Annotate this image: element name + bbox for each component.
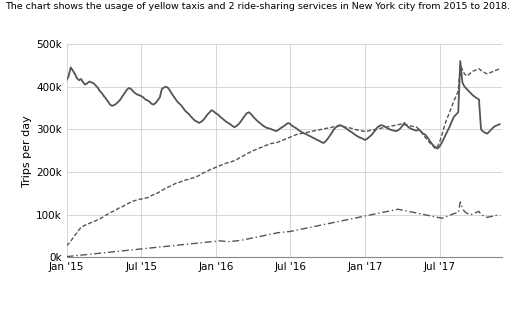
Y-axis label: Trips per day: Trips per day (22, 115, 32, 187)
Text: The chart shows the usage of yellow taxis and 2 ride-sharing services in New Yor: The chart shows the usage of yellow taxi… (5, 2, 510, 11)
Legend: Yellow Taxi, Uber, Lyft: Yellow Taxi, Uber, Lyft (158, 310, 410, 314)
